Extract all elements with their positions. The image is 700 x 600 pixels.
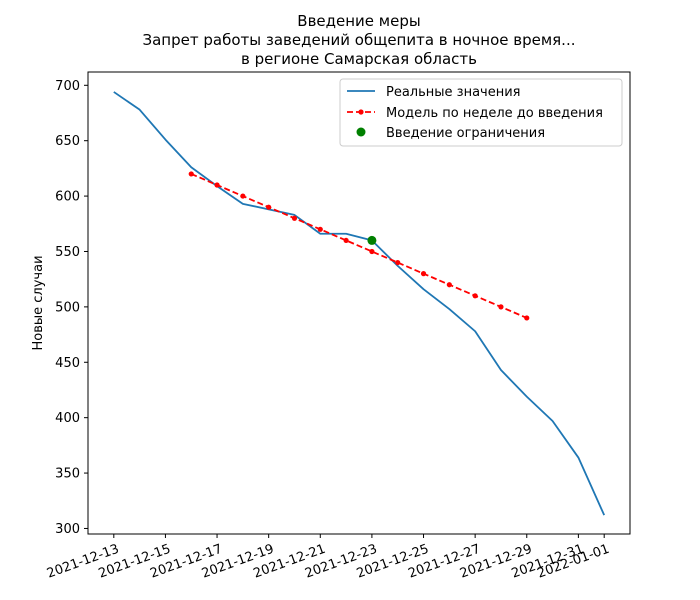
model-point — [214, 182, 220, 188]
model-point — [369, 248, 375, 255]
model-point — [472, 293, 478, 299]
y-tick-label: 350 — [55, 467, 80, 482]
x-axis: 2021-12-132021-12-152021-12-172021-12-19… — [45, 534, 612, 582]
legend-label-model: Модель по неделе до введения — [386, 106, 603, 121]
chart-title-line-1: Введение меры — [297, 12, 420, 30]
legend-label-intervention: Введение ограничения — [386, 126, 545, 141]
model-point — [395, 259, 401, 266]
model-point — [446, 282, 452, 288]
series-line-real — [113, 91, 606, 516]
model-point — [317, 226, 323, 232]
intervention-point — [367, 235, 377, 245]
legend-label-real: Реальные значения — [386, 85, 521, 100]
model-point — [188, 171, 194, 177]
model-point — [240, 193, 246, 199]
model-point — [266, 204, 272, 210]
legend-frame — [339, 78, 623, 147]
series-line-model — [190, 173, 528, 319]
legend-marker-model — [358, 109, 364, 115]
legend-marker-intervention — [356, 127, 366, 137]
y-tick-label: 450 — [55, 356, 80, 371]
y-tick-label: 600 — [55, 190, 80, 205]
plot-area — [87, 71, 631, 535]
model-point — [524, 315, 530, 321]
y-tick-label: 300 — [55, 522, 80, 537]
y-axis: 300 350 400 450 500 550 600 650 700 — [55, 79, 88, 537]
legend: Реальные значения Модель по неделе до вв… — [339, 78, 623, 147]
y-tick-label: 650 — [55, 134, 80, 149]
y-tick-label: 400 — [55, 411, 80, 426]
y-tick-label: 550 — [55, 245, 80, 260]
model-point — [420, 271, 427, 277]
chart-title-line-3: в регионе Самарская область — [241, 50, 477, 68]
y-tick-label: 700 — [55, 79, 80, 94]
y-axis-label: Новые случаи — [31, 255, 46, 350]
model-point — [498, 304, 504, 310]
chart-title-line-2: Запрет работы заведений общепита в ночно… — [143, 31, 576, 49]
series-layer — [113, 91, 606, 516]
model-point — [291, 215, 298, 221]
chart-title: Введение меры Запрет работы заведений об… — [143, 12, 576, 68]
model-point — [343, 237, 349, 244]
y-tick-label: 500 — [55, 300, 80, 315]
